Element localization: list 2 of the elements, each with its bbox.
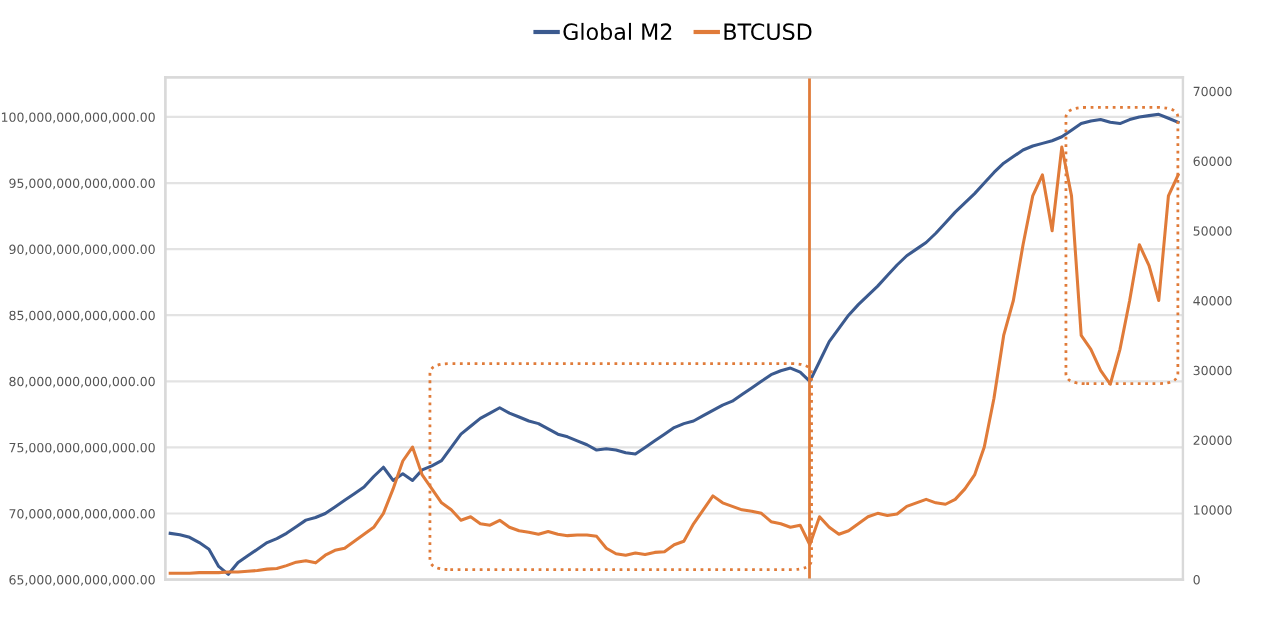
legend-label: Global M2 [563,22,672,41]
legend-label: BTCUSD [724,23,812,41]
